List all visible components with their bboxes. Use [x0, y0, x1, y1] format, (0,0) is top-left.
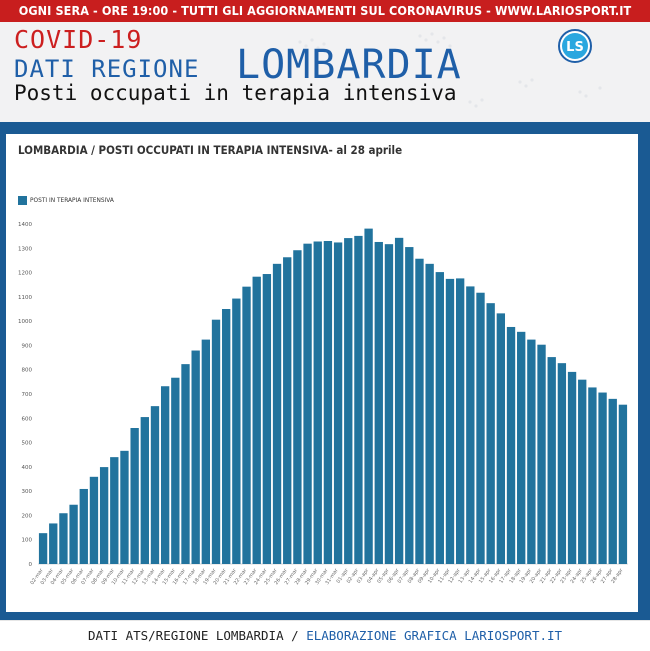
bar-31-mar [333, 242, 343, 564]
bar-05-mar [69, 504, 78, 564]
bar-11-mar [130, 428, 139, 564]
top-banner: OGNI SERA - ORE 19:00 - TUTTI GLI AGGIOR… [0, 0, 650, 22]
bar-chart: 0 100 200 300 400 500 600 700 800 900 1000 1100 1200… [18, 222, 628, 586]
bar-17-mar [191, 350, 200, 564]
bar-06-mar [79, 488, 88, 564]
bar-28-mar [303, 243, 312, 565]
bar-27-apr [608, 398, 617, 564]
y-tick-label: 900 [22, 343, 33, 349]
bar-12-mar [140, 417, 149, 564]
bar-14-apr [476, 292, 485, 564]
y-tick-label: 500 [22, 441, 33, 447]
bar-01-apr [344, 238, 353, 564]
footer-credit: ELABORAZIONE GRAFICA LARIOSPORT.IT [306, 628, 563, 643]
bar-17-apr [506, 326, 516, 564]
bar-25-mar [272, 263, 282, 564]
bar-09-apr [425, 263, 434, 564]
bar-18-apr [517, 331, 526, 564]
footer-source: DATI ATS/REGIONE LOMBARDIA [87, 628, 284, 643]
bar-18-mar [201, 339, 211, 564]
bar-02-mar [38, 533, 48, 564]
bar-29-mar [313, 241, 322, 564]
bar-24-apr [578, 379, 587, 564]
bar-22-mar [242, 286, 251, 564]
y-tick-label: 100 [22, 538, 33, 544]
bar-07-mar [89, 476, 99, 564]
bar-20-mar [222, 309, 231, 564]
legend-label: POSTI IN TERAPIA INTENSIVA [30, 196, 114, 204]
y-tick-label: 700 [22, 392, 33, 398]
chart-card: 0 100 200 300 400 500 600 700 800 900 1000 1100 1200… [6, 134, 638, 612]
bar-23-mar [252, 276, 261, 564]
x-tick-label: 28-apr [610, 567, 625, 585]
y-tick-label: 800 [22, 368, 33, 374]
bar-24-mar [262, 274, 272, 564]
page-subtitle: Posti occupati in terapia intensiva [14, 81, 457, 105]
bar-30-mar [323, 241, 333, 564]
footer-separator: / [283, 628, 307, 643]
bar-28-apr [618, 404, 628, 564]
bar-21-mar [232, 298, 241, 564]
y-tick-label: 1200 [18, 271, 32, 277]
bar-08-apr [415, 258, 424, 564]
bar-07-apr [405, 247, 414, 564]
bar-27-mar [293, 250, 302, 564]
bar-21-apr [547, 357, 556, 564]
y-tick-label: 600 [22, 416, 33, 422]
bar-11-apr [445, 278, 455, 564]
y-tick-label: 0 [29, 562, 33, 568]
bar-13-mar [150, 406, 160, 564]
lariosport-logo-icon: LS [558, 29, 592, 63]
y-tick-label: 1300 [18, 246, 32, 252]
bar-14-mar [160, 386, 170, 564]
bar-02-apr [354, 235, 363, 564]
y-tick-label: 300 [22, 489, 33, 495]
bar-13-apr [466, 286, 475, 564]
world-map-decoration [298, 32, 602, 108]
bar-25-apr [588, 387, 597, 564]
bar-05-apr [384, 244, 394, 564]
bar-03-mar [49, 523, 58, 564]
title-region: LOMBARDIA [236, 42, 462, 88]
logo-text: LS [566, 40, 584, 55]
y-tick-label: 200 [22, 513, 33, 519]
bar-19-apr [527, 339, 536, 564]
title-covid: COVID-19 [14, 25, 143, 54]
bar-16-apr [496, 313, 506, 564]
legend-swatch [18, 195, 27, 205]
bar-08-mar [99, 467, 109, 564]
bar-04-apr [374, 241, 383, 564]
bar-22-apr [557, 363, 567, 564]
bar-15-apr [486, 303, 495, 564]
bar-10-apr [435, 272, 444, 564]
bar-12-apr [455, 278, 465, 564]
bar-09-mar [110, 457, 119, 564]
bar-20-apr [537, 344, 546, 564]
title-dati-regione: DATI REGIONE [14, 55, 200, 83]
bar-26-apr [598, 392, 607, 564]
bar-16-mar [181, 364, 190, 564]
y-tick-label: 400 [22, 465, 33, 471]
bar-19-mar [211, 319, 221, 564]
bar-15-mar [171, 377, 180, 564]
chart-title: LOMBARDIA / POSTI OCCUPATI IN TERAPIA IN… [18, 143, 403, 157]
chart-legend: POSTI IN TERAPIA INTENSIVA [18, 194, 114, 206]
bar-03-apr [364, 228, 373, 565]
header: COVID-19 DATI REGIONE LOMBARDIA Posti oc… [0, 22, 650, 122]
bar-10-mar [120, 450, 129, 564]
bar-26-mar [283, 257, 292, 564]
bar-06-apr [394, 237, 404, 564]
bar-04-mar [59, 513, 68, 564]
y-tick-label: 1100 [18, 295, 32, 301]
footer: DATI ATS/REGIONE LOMBARDIA / ELABORAZION… [0, 620, 650, 651]
bar-23-apr [567, 371, 577, 564]
y-tick-label: 1000 [18, 319, 32, 325]
y-tick-label: 1400 [18, 222, 32, 228]
chart-panel: 0 100 200 300 400 500 600 700 800 900 1000 1100 1200… [0, 122, 650, 620]
